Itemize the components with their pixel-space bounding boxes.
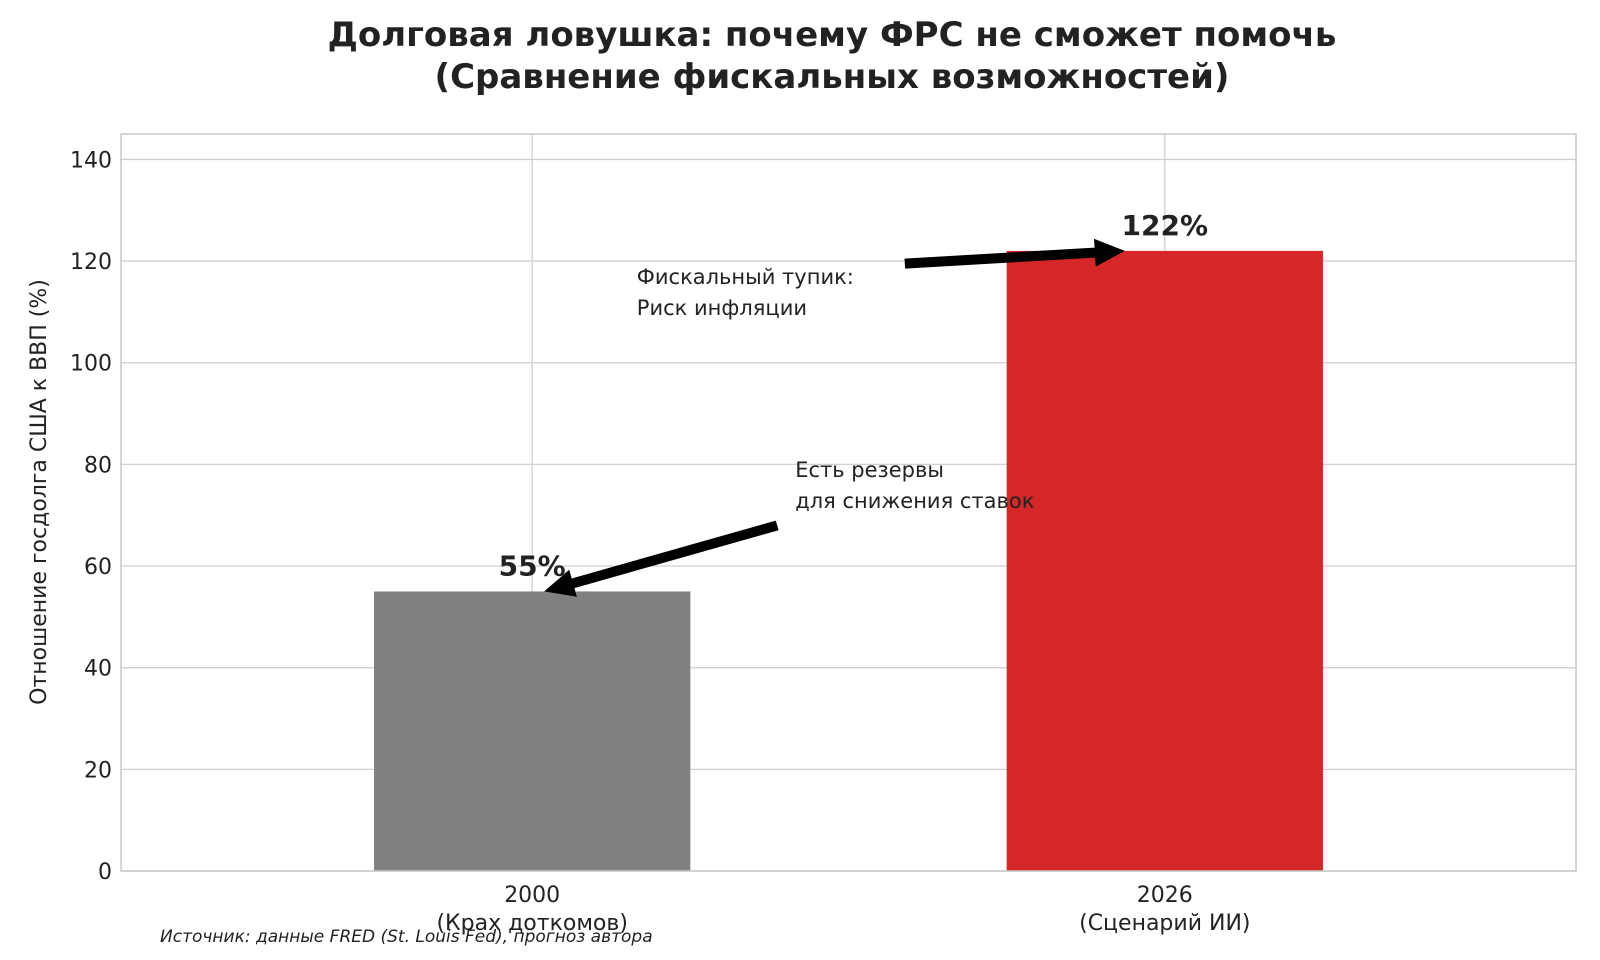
bar	[1006, 250, 1323, 871]
annotation-text: Риск инфляции	[637, 296, 807, 320]
source-note: Источник: данные FRED (St. Louis Fed), п…	[160, 927, 653, 947]
chart-subtitle: (Сравнение фискальных возможностей)	[435, 57, 1230, 97]
y-tick-label: 100	[70, 352, 112, 377]
y-tick-label: 120	[70, 250, 112, 275]
y-tick-label: 60	[84, 555, 112, 580]
annotation-arrow	[904, 238, 1125, 269]
annotation-text: для снижения ставок	[795, 489, 1034, 513]
y-tick-label: 20	[84, 758, 112, 783]
x-tick-label: (Крах доткомов)	[436, 911, 628, 936]
bar	[374, 591, 691, 871]
y-tick-label: 0	[98, 860, 112, 885]
plot-frame	[120, 133, 1577, 872]
axes: 0 20 40 60 80 100 120 140 2000 (Крах доткомов) 202…	[70, 133, 1577, 936]
bars	[374, 250, 1323, 871]
x-tick-label: 2026	[1137, 883, 1193, 908]
annotation-text: Есть резервы	[795, 458, 944, 482]
y-axis-label: Отношение госдолга США к ВВП (%)	[27, 279, 52, 705]
annotation-text: Фискальный тупик:	[637, 265, 854, 289]
y-tick-label: 80	[84, 453, 112, 478]
chart-title: Долговая ловушка: почему ФРС не сможет п…	[328, 15, 1337, 55]
annotation-arrow	[544, 520, 779, 597]
bar-value-label: 122%	[1122, 209, 1209, 242]
x-tick-label: 2000	[504, 883, 560, 908]
y-tick-label: 40	[84, 657, 112, 682]
y-tick-label: 140	[70, 148, 112, 173]
bar-value-label: 55%	[499, 549, 566, 582]
annotations: 55% 122% Есть резервы для снижения ставок Фи…	[499, 209, 1208, 597]
x-tick-label: (Сценарий ИИ)	[1079, 911, 1250, 936]
